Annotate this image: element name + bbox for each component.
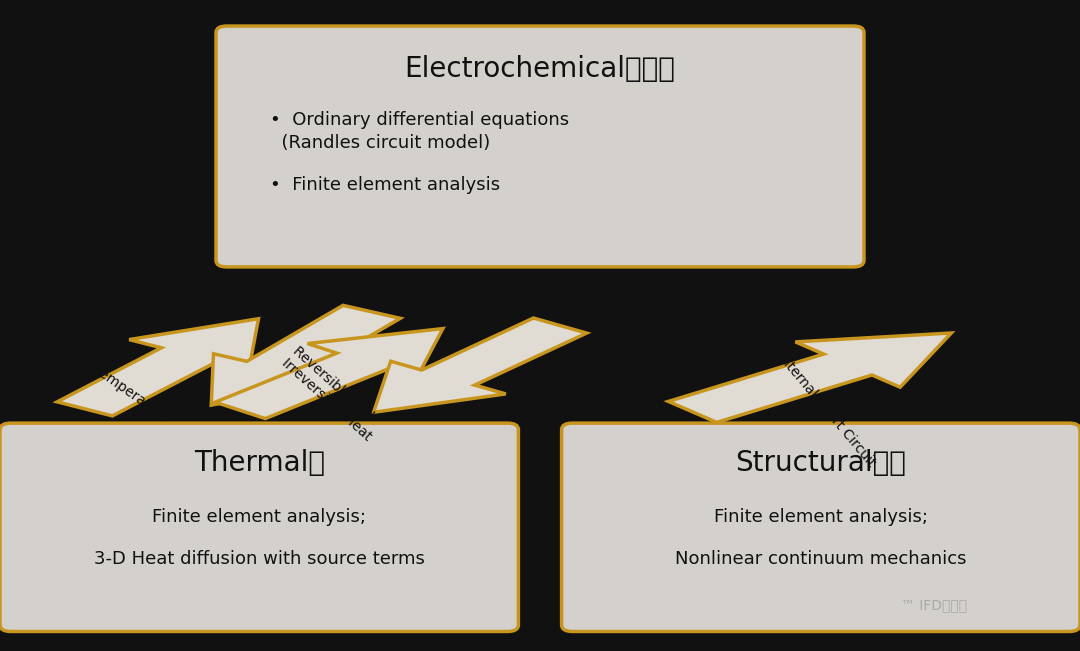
FancyBboxPatch shape: [0, 423, 518, 631]
Text: Temperature: Temperature: [91, 362, 172, 424]
FancyBboxPatch shape: [216, 26, 864, 267]
Polygon shape: [215, 329, 443, 419]
Text: 3-D Heat diffusion with source terms: 3-D Heat diffusion with source terms: [94, 550, 424, 568]
Text: Finite element analysis;: Finite element analysis;: [152, 508, 366, 526]
Polygon shape: [669, 333, 951, 422]
Text: Thermal热: Thermal热: [193, 449, 325, 477]
Text: Internal Short Circuit: Internal Short Circuit: [774, 350, 878, 470]
Text: Structural结构: Structural结构: [735, 449, 906, 477]
Text: •  Finite element analysis: • Finite element analysis: [270, 176, 500, 194]
Text: •  Ordinary differential equations
  (Randles circuit model): • Ordinary differential equations (Randl…: [270, 111, 569, 152]
Text: ™ IFD优飞迪: ™ IFD优飞迪: [901, 598, 968, 613]
Polygon shape: [212, 305, 401, 405]
FancyBboxPatch shape: [562, 423, 1080, 631]
Text: Electrochemical电化学: Electrochemical电化学: [405, 55, 675, 83]
Polygon shape: [374, 318, 586, 412]
Polygon shape: [57, 319, 258, 416]
Text: Nonlinear continuum mechanics: Nonlinear continuum mechanics: [675, 550, 967, 568]
Text: Reversible and
Irreversible Heat: Reversible and Irreversible Heat: [279, 343, 386, 443]
Text: Finite element analysis;: Finite element analysis;: [714, 508, 928, 526]
